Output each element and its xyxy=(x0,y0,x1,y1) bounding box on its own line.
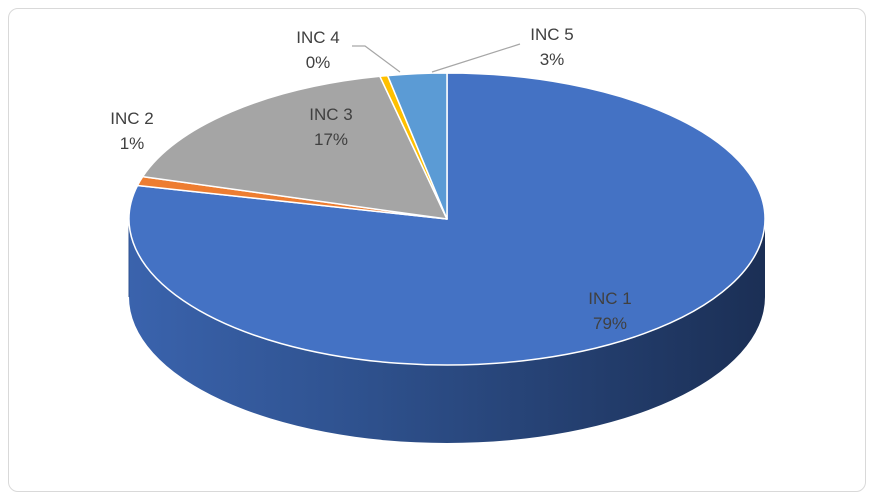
slice-label-3: INC 3 xyxy=(309,105,352,124)
slice-label-1: INC 1 xyxy=(588,289,631,308)
slice-percent-1: 79% xyxy=(593,314,627,333)
slice-percent-5: 3% xyxy=(540,50,565,69)
leader-line-5 xyxy=(431,43,521,73)
pie-slice-3 xyxy=(141,75,448,220)
slice-percent-3: 17% xyxy=(314,130,348,149)
pie-slice-1 xyxy=(128,72,766,366)
slice-percent-2: 1% xyxy=(120,134,145,153)
pie-slice-5 xyxy=(386,72,448,220)
slice-percent-4: 0% xyxy=(306,53,331,72)
leader-line-4 xyxy=(352,45,401,73)
slice-label-4: INC 4 xyxy=(296,28,339,47)
slice-label-5: INC 5 xyxy=(530,25,573,44)
pie-side-1 xyxy=(129,219,765,443)
slice-label-2: INC 2 xyxy=(110,109,153,128)
